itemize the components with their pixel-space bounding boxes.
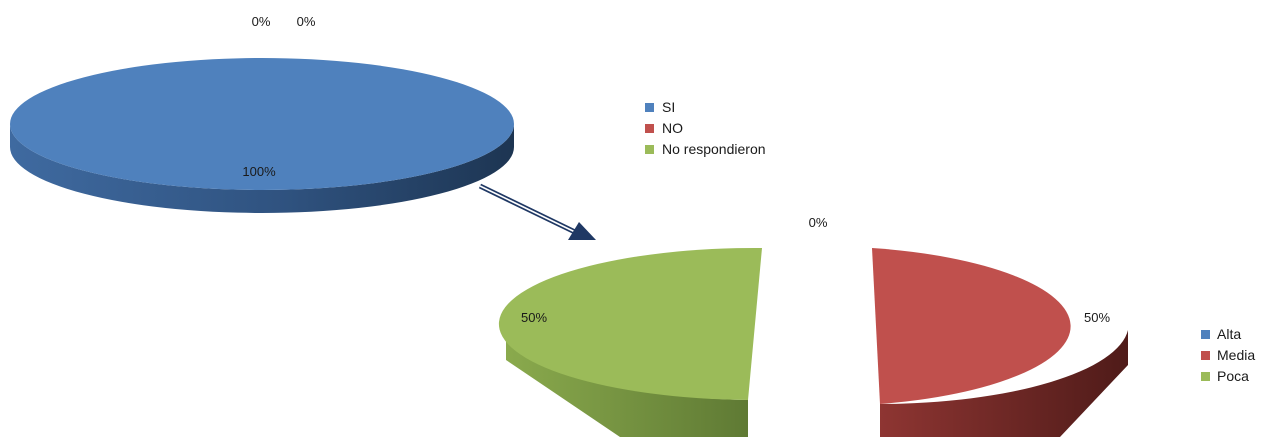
pie2-slice-media: [872, 248, 1071, 404]
legend1-swatch-no: [645, 124, 654, 133]
legend2-swatch-poca: [1201, 372, 1210, 381]
pie1-slice-si: [10, 58, 514, 190]
legend1-swatch-no-respondieron: [645, 145, 654, 154]
connector-arrow: [478, 183, 596, 240]
legend1-label-no: NO: [662, 120, 683, 136]
pie-chart-1: 0% 0% 100%: [10, 14, 514, 213]
pie2-slice-poca-side: [505, 324, 748, 437]
pie2-label-poca: 50%: [521, 310, 547, 325]
legend2-label-poca: Poca: [1217, 368, 1249, 384]
pie1-label-no-respondieron: 0%: [297, 14, 316, 29]
pie1-label-no: 0%: [252, 14, 271, 29]
legend2-label-media: Media: [1217, 347, 1255, 363]
pie1-label-si: 100%: [242, 164, 276, 179]
legend1-swatch-si: [645, 103, 654, 112]
legend1-label-no-respondieron: No respondieron: [662, 141, 766, 157]
pie1-slice-si-side: [10, 124, 514, 213]
legend2-swatch-alta: [1201, 330, 1210, 339]
arrow-head: [568, 222, 596, 240]
pie1-legend: SI NO No respondieron: [645, 99, 766, 157]
arrow-shaft-highlight: [479, 185, 576, 233]
legend2-swatch-media: [1201, 351, 1210, 360]
legend1-label-si: SI: [662, 99, 675, 115]
pie-chart-2: 0% 50% 50%: [498, 215, 1128, 437]
pie2-label-media: 50%: [1084, 310, 1110, 325]
pie2-label-alta: 0%: [809, 215, 828, 230]
legend2-label-alta: Alta: [1217, 326, 1241, 342]
pie2-legend: Alta Media Poca: [1201, 326, 1255, 384]
pie2-slice-media-side: [880, 330, 1128, 437]
pie2-slice-poca: [498, 247, 762, 400]
